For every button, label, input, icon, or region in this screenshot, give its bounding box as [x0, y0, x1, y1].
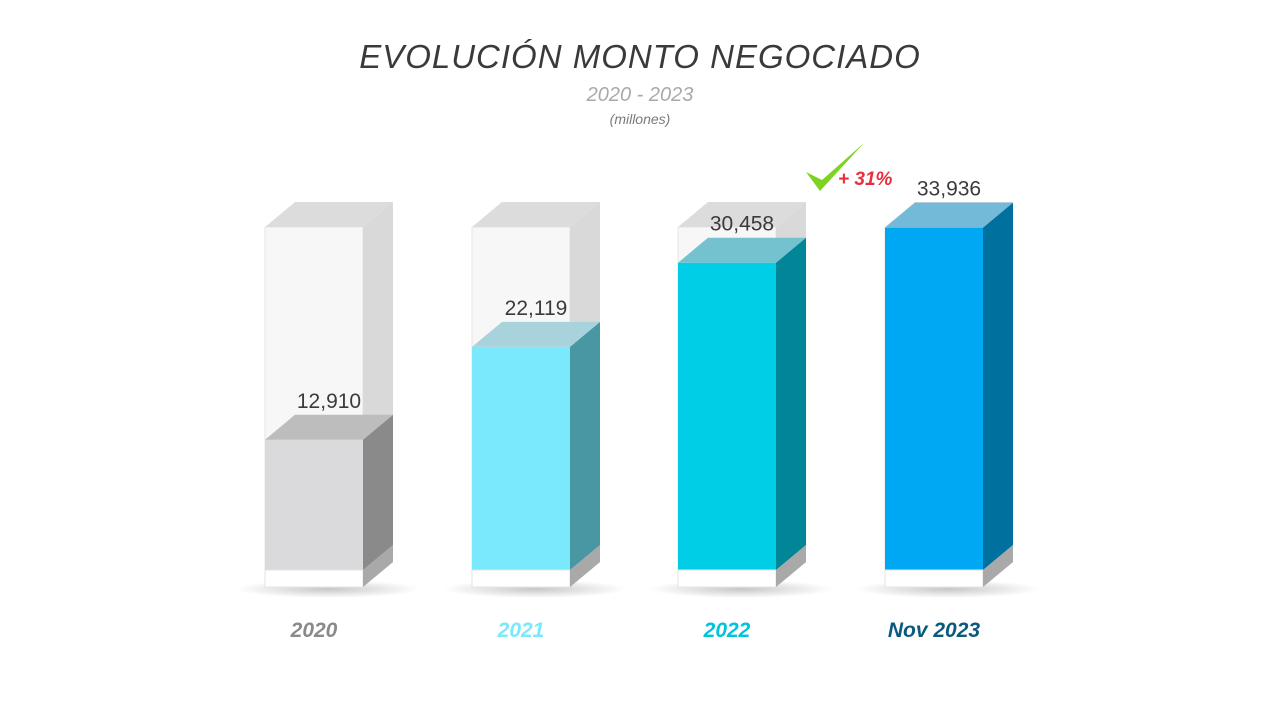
bar-group: 12,910: [236, 202, 420, 598]
bar-side: [570, 321, 600, 570]
bar-base-side: [363, 545, 393, 587]
bar-container-top: [472, 202, 600, 227]
bar-base-side: [983, 545, 1013, 587]
bar-top: [265, 414, 393, 440]
bar-top: [885, 202, 1013, 228]
bar-base-front: [677, 569, 777, 588]
bar-base-front: [471, 569, 571, 588]
bar-group: 33,936: [856, 178, 1040, 598]
bar: [265, 439, 363, 570]
bar-side: [776, 237, 806, 570]
bar-side: [983, 202, 1013, 571]
bar-container-top: [678, 202, 806, 227]
x-tick-label: 2020: [290, 619, 338, 642]
data-label: 30,458: [710, 213, 774, 236]
x-tick-label: Nov 2023: [888, 619, 981, 642]
bar-base-front: [884, 569, 984, 588]
data-label: 22,119: [505, 297, 568, 320]
bar-container-top: [265, 202, 393, 227]
bar-group: 30,458: [649, 202, 833, 598]
data-label: 12,910: [297, 390, 361, 413]
x-tick-label: 2021: [497, 619, 545, 642]
bar-group: 22,119: [443, 202, 627, 598]
bar: [885, 227, 983, 571]
bar-top: [472, 321, 600, 347]
chart-subtitle: 2020 - 2023: [586, 84, 694, 106]
data-label: 33,936: [917, 178, 981, 201]
bar-top: [678, 237, 806, 263]
growth-annotation: + 31%: [838, 169, 893, 190]
bar-base-side: [776, 545, 806, 587]
x-tick-label: 2022: [703, 619, 751, 642]
chart-unit: (millones): [609, 111, 671, 127]
chart-title: EVOLUCIÓN MONTO NEGOCIADO: [359, 38, 921, 75]
bar: [678, 262, 776, 570]
bar-base-side: [570, 545, 600, 587]
bar: [472, 346, 570, 570]
bar-base-front: [264, 569, 364, 588]
bar-side: [363, 414, 393, 570]
